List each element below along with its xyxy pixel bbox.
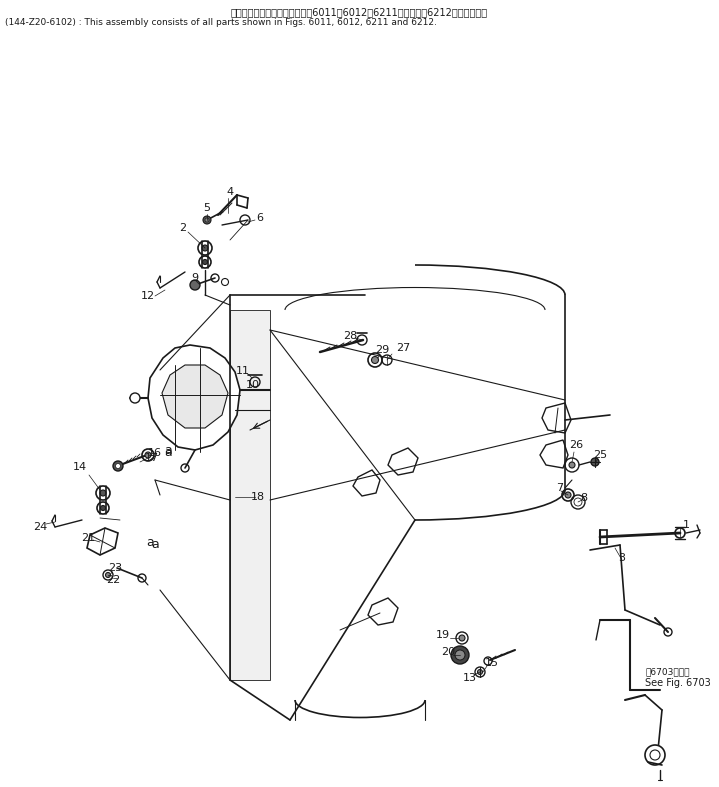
- Text: 26: 26: [569, 440, 583, 450]
- Polygon shape: [540, 440, 568, 468]
- Text: See Fig. 6703: See Fig. 6703: [645, 678, 711, 688]
- Polygon shape: [230, 310, 270, 680]
- Text: 11: 11: [236, 366, 250, 376]
- Circle shape: [96, 486, 110, 500]
- Circle shape: [203, 260, 208, 264]
- Text: a: a: [151, 538, 159, 552]
- Text: 12: 12: [141, 291, 155, 301]
- Circle shape: [106, 572, 111, 578]
- Circle shape: [198, 241, 212, 255]
- Circle shape: [97, 502, 109, 514]
- Text: 21: 21: [81, 533, 95, 543]
- Circle shape: [116, 464, 121, 468]
- Text: このアセンブリの構成部品は第6011、6012、6211図および第6212図を含みます: このアセンブリの構成部品は第6011、6012、6211図および第6212図を含…: [230, 7, 487, 17]
- Circle shape: [145, 452, 151, 458]
- Text: 8: 8: [580, 493, 587, 503]
- Circle shape: [203, 216, 211, 224]
- Circle shape: [113, 461, 123, 471]
- Text: 7: 7: [557, 483, 564, 493]
- Text: a: a: [164, 444, 172, 456]
- Text: 13: 13: [463, 673, 477, 683]
- Text: 15: 15: [485, 658, 499, 668]
- Text: 16: 16: [148, 448, 162, 458]
- Circle shape: [645, 745, 665, 765]
- Text: 28: 28: [343, 331, 357, 341]
- Circle shape: [205, 218, 209, 222]
- Circle shape: [591, 458, 599, 466]
- Text: 22: 22: [106, 575, 120, 585]
- Circle shape: [477, 670, 482, 674]
- Text: a: a: [164, 445, 172, 459]
- Circle shape: [372, 357, 378, 364]
- Text: 10: 10: [246, 380, 260, 390]
- Circle shape: [190, 280, 200, 290]
- Polygon shape: [368, 598, 398, 625]
- Polygon shape: [148, 345, 240, 450]
- Text: 5: 5: [203, 203, 211, 213]
- Circle shape: [199, 256, 211, 268]
- Polygon shape: [353, 470, 380, 496]
- Circle shape: [459, 635, 465, 641]
- Text: 14: 14: [73, 462, 87, 472]
- Text: 2: 2: [180, 223, 186, 233]
- Circle shape: [565, 492, 571, 498]
- Circle shape: [130, 393, 140, 403]
- Text: 4: 4: [226, 187, 234, 197]
- Polygon shape: [542, 403, 571, 433]
- Text: (144-Z20-6102) : This assembly consists of all parts shown in Figs. 6011, 6012, : (144-Z20-6102) : This assembly consists …: [5, 18, 437, 27]
- Text: 9: 9: [191, 273, 198, 283]
- Text: 25: 25: [593, 450, 607, 460]
- Text: 23: 23: [108, 563, 122, 573]
- Text: 18: 18: [251, 492, 265, 502]
- Polygon shape: [162, 365, 228, 428]
- Text: 20: 20: [441, 647, 455, 657]
- Text: 17: 17: [145, 453, 159, 463]
- Circle shape: [202, 245, 208, 251]
- Polygon shape: [388, 448, 418, 475]
- Text: 第6703図参照: 第6703図参照: [645, 667, 690, 677]
- Circle shape: [101, 505, 106, 511]
- Text: 1: 1: [682, 520, 690, 530]
- Circle shape: [569, 462, 575, 468]
- Text: 29: 29: [375, 345, 389, 355]
- Polygon shape: [87, 528, 118, 555]
- Circle shape: [100, 490, 106, 496]
- Text: 3: 3: [618, 553, 626, 563]
- Text: 19: 19: [436, 630, 450, 640]
- Text: a: a: [146, 537, 154, 549]
- Circle shape: [451, 646, 469, 664]
- Text: 24: 24: [33, 522, 47, 532]
- Text: 6: 6: [257, 213, 263, 223]
- Text: 27: 27: [396, 343, 410, 353]
- Circle shape: [455, 650, 465, 660]
